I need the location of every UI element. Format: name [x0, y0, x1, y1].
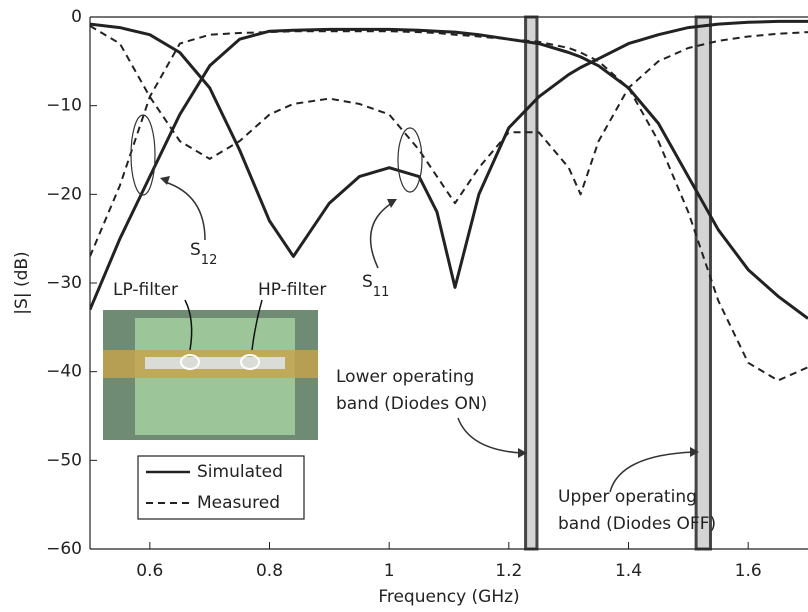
series-line: [90, 30, 808, 382]
hp-mark: [240, 354, 260, 370]
x-tick-label: 1.2: [495, 561, 522, 581]
ellipse: [397, 127, 423, 193]
arrow: [164, 181, 206, 241]
y-tick-label: −40: [46, 362, 82, 382]
operating-band: [524, 15, 539, 551]
arrowhead: [160, 176, 170, 185]
annotation: band (Diodes OFF): [558, 514, 716, 534]
arrow: [609, 451, 695, 493]
annotation: band (Diodes ON): [336, 394, 487, 414]
y-tick-label: 0: [71, 7, 82, 27]
x-tick-label: 1.4: [615, 561, 642, 581]
x-axis-label: Frequency (GHz): [378, 587, 519, 607]
arrow: [369, 202, 393, 269]
y-axis-label: |S| (dB): [12, 251, 32, 314]
operating-band: [694, 15, 712, 551]
inset-photo: [103, 299, 318, 440]
arrow: [457, 417, 523, 454]
lp-mark: [180, 354, 200, 370]
curves: [90, 19, 808, 382]
y-tick-label: −50: [46, 450, 82, 470]
arrowhead: [518, 448, 527, 458]
x-tick-label: 1: [384, 561, 395, 581]
x-tick-label: 0.8: [256, 561, 283, 581]
annotation: Upper operating: [558, 487, 697, 507]
x-tick-label: 1.6: [735, 561, 762, 581]
legend: Simulated Measured: [146, 462, 283, 513]
legend-label: Simulated: [197, 462, 283, 482]
arrowhead: [690, 447, 699, 457]
arrow: [184, 299, 193, 351]
arrow: [251, 299, 263, 351]
trace: [145, 357, 285, 369]
legend-box: [137, 455, 305, 520]
annotation: LP-filter: [113, 280, 178, 300]
annotation: S11: [362, 272, 389, 300]
series-line: [90, 19, 808, 289]
annotation: Lower operating: [336, 367, 474, 387]
annotation: HP-filter: [258, 280, 326, 300]
legend-label: Measured: [197, 493, 280, 513]
y-tick-label: −10: [46, 96, 82, 116]
y-tick-label: −20: [46, 184, 82, 204]
y-tick-label: −60: [46, 539, 82, 559]
series-line: [90, 27, 808, 320]
axes: −60 −50 −40 −30 −20 −10 0 0.6 0.8 1 1.2 1.4 1.6: [46, 7, 808, 581]
x-tick-label: 0.6: [136, 561, 163, 581]
ellipse: [130, 114, 156, 196]
series-line: [90, 25, 808, 205]
arrowhead: [387, 199, 397, 208]
bands: [524, 15, 712, 551]
annotation: S12: [190, 240, 217, 268]
y-tick-label: −30: [46, 273, 82, 293]
